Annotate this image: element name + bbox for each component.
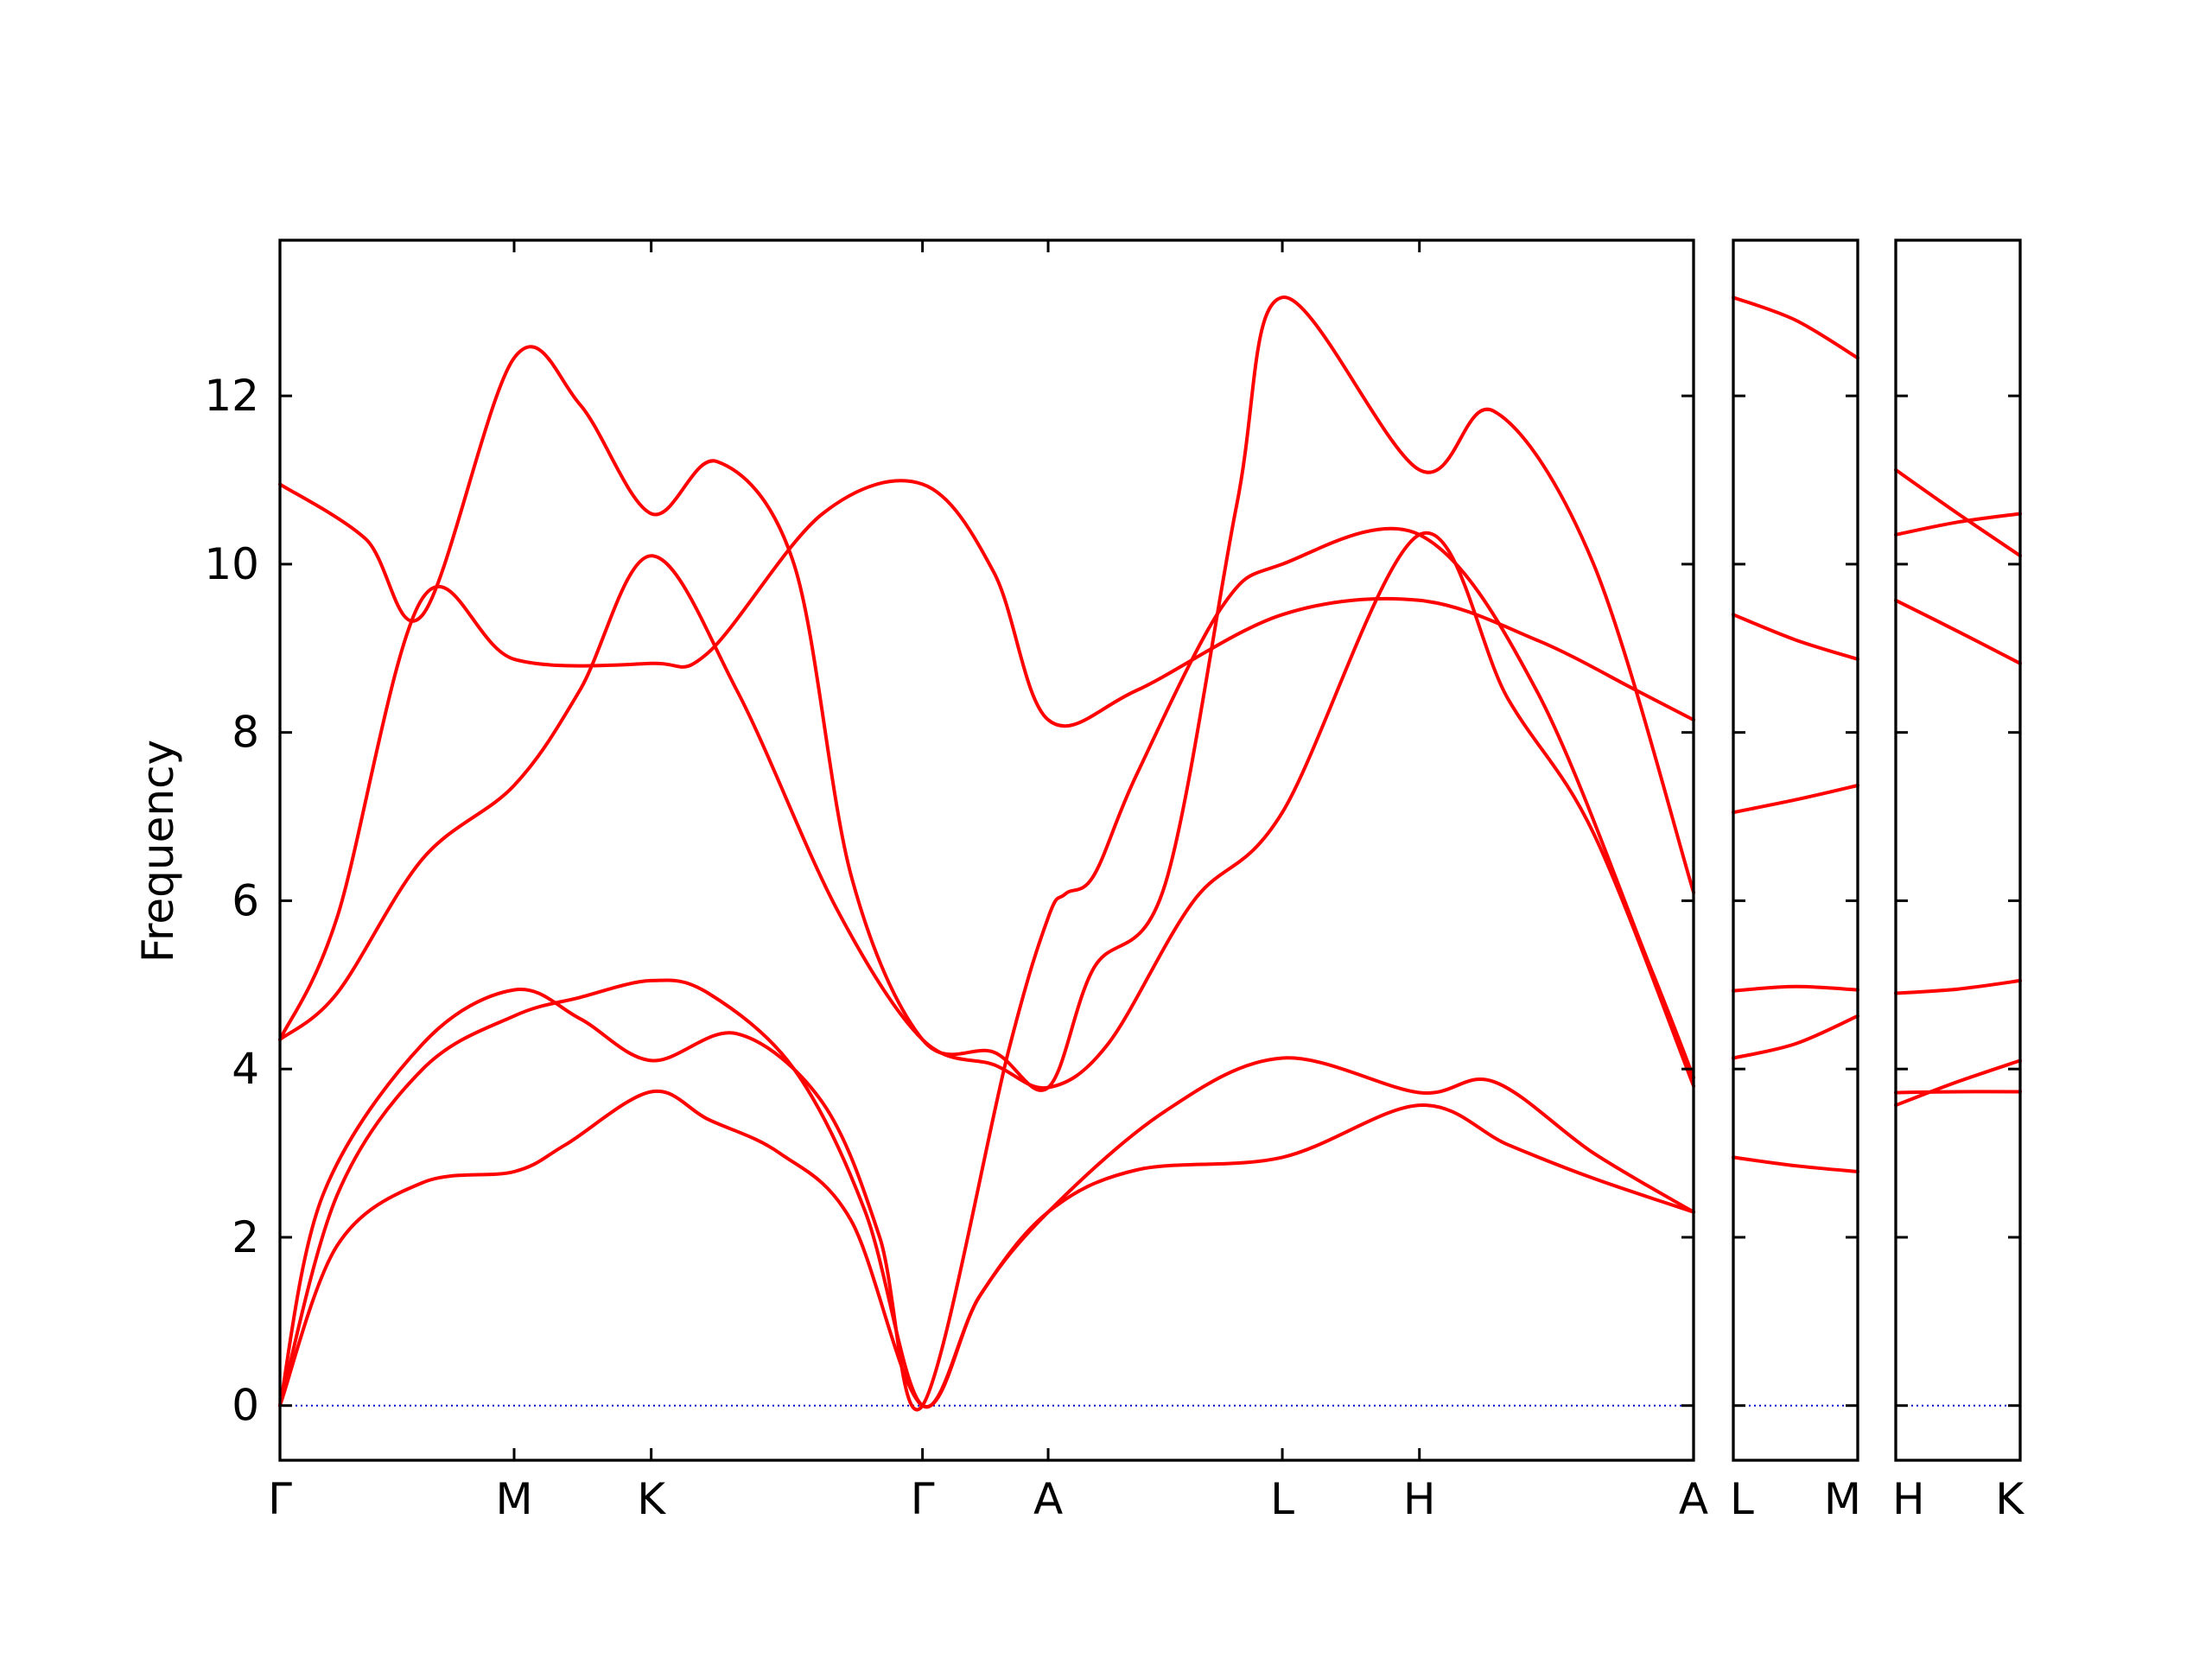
x-tick-label-2-panel-2: M <box>1824 1474 1861 1524</box>
band-6-panel-2 <box>1732 296 1859 360</box>
plot-frame-1 <box>278 238 1695 1462</box>
band-2-panel-2 <box>1732 1014 1859 1060</box>
y-axis-label: Frequency <box>133 740 183 963</box>
y-tick-label-4: 4 <box>232 1044 259 1094</box>
y-tick-label-12: 12 <box>204 371 259 421</box>
y-tick-label-8: 8 <box>232 708 259 758</box>
band-5-panel-1 <box>278 479 1695 1042</box>
x-tick-label-5-panel-1: A <box>1033 1474 1063 1524</box>
band-4-panel-1 <box>278 531 1695 1090</box>
x-tick-label-1-panel-1: Γ <box>268 1474 292 1524</box>
x-tick-label-6-panel-1: L <box>1270 1474 1294 1524</box>
plot-frame-2 <box>1732 238 1859 1462</box>
band-5-panel-3 <box>1894 512 2022 537</box>
x-tick-label-1-panel-2: L <box>1730 1474 1754 1524</box>
x-tick-label-1-panel-3: H <box>1892 1474 1925 1524</box>
x-tick-label-2-panel-3: K <box>1995 1474 2024 1524</box>
x-tick-label-4-panel-1: Γ <box>911 1474 935 1524</box>
band-1-panel-1 <box>278 1089 1695 1409</box>
band-2-panel-1 <box>278 978 1695 1409</box>
y-tick-label-2: 2 <box>232 1212 259 1262</box>
plot-frame-3 <box>1894 238 2022 1462</box>
frames-layer <box>278 238 2022 1462</box>
x-tick-label-2-panel-1: M <box>495 1474 532 1524</box>
band-3-panel-2 <box>1732 984 1859 993</box>
band-4-panel-3 <box>1894 598 2022 665</box>
band-4-panel-2 <box>1732 784 1859 815</box>
band-5-panel-2 <box>1732 613 1859 661</box>
x-tick-label-3-panel-1: K <box>637 1474 666 1524</box>
band-1-panel-2 <box>1732 1155 1859 1173</box>
band-6-panel-1 <box>278 296 1695 1092</box>
x-tick-label-8-panel-1: A <box>1679 1474 1708 1524</box>
band-3-panel-3 <box>1894 978 2022 995</box>
y-tick-label-10: 10 <box>204 539 259 589</box>
ticks-layer <box>278 240 2022 1460</box>
band-1-panel-3 <box>1894 1058 2022 1108</box>
band-6-panel-3 <box>1894 467 2022 558</box>
y-tick-label-0: 0 <box>232 1381 259 1431</box>
band-3-panel-1 <box>278 526 1695 1412</box>
bands-layer <box>278 296 2022 1412</box>
band-2-panel-3 <box>1894 1090 2022 1095</box>
y-tick-label-6: 6 <box>232 875 259 925</box>
x-tick-label-7-panel-1: H <box>1403 1474 1436 1524</box>
